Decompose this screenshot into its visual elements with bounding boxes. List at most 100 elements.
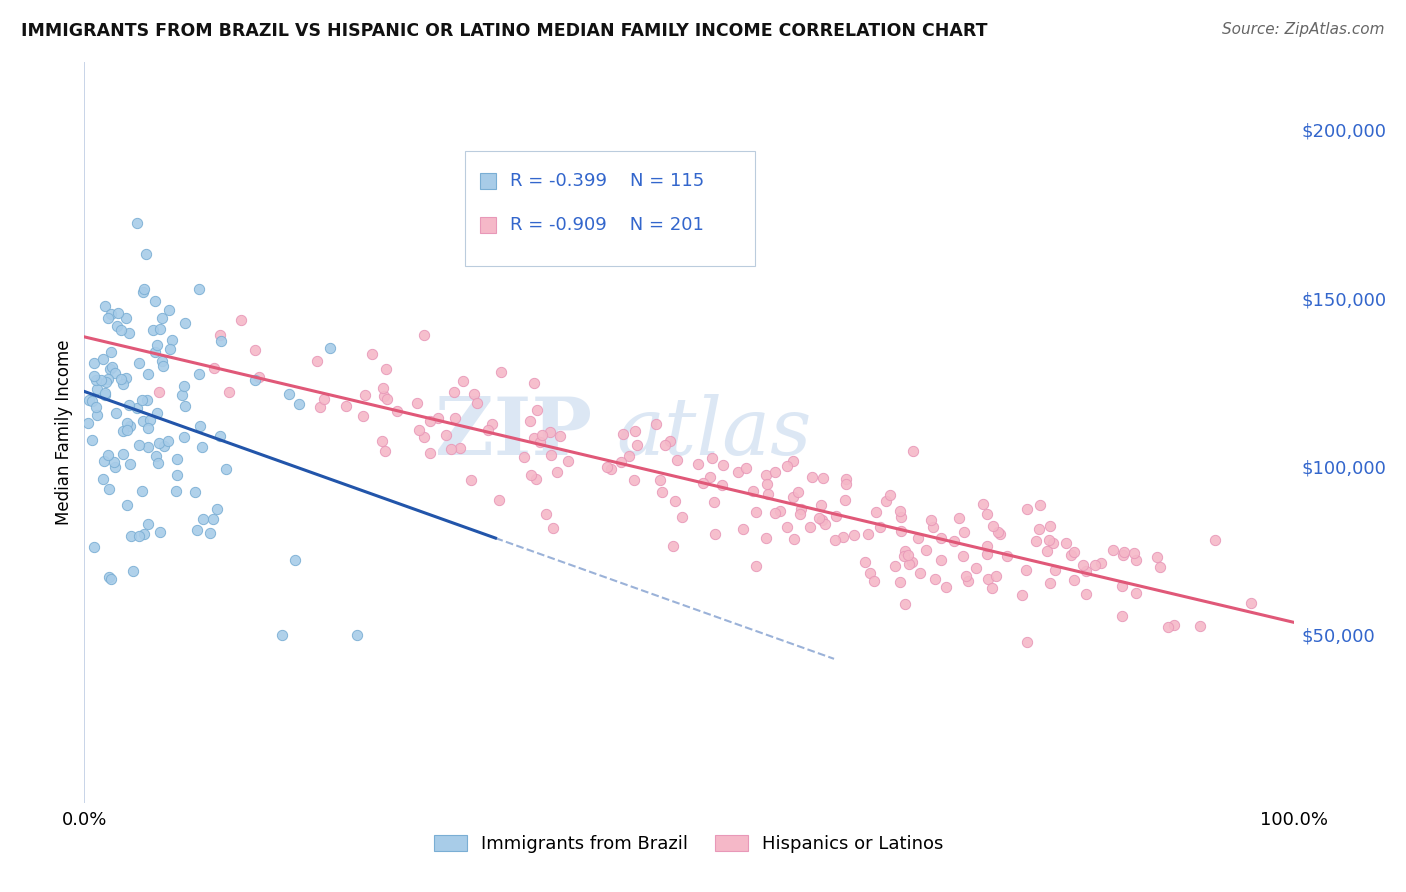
- Point: [540, 448, 562, 462]
- Point: [1125, 586, 1147, 600]
- Point: [77, 416, 100, 430]
- Point: [127, 216, 149, 230]
- Point: [132, 414, 155, 428]
- Point: [538, 425, 561, 440]
- Point: [100, 572, 122, 586]
- FancyBboxPatch shape: [479, 173, 496, 189]
- Point: [745, 505, 768, 519]
- Point: [658, 434, 681, 449]
- Point: [150, 311, 173, 326]
- Point: [1188, 619, 1211, 633]
- Point: [288, 397, 311, 411]
- Point: [136, 440, 159, 454]
- Point: [735, 461, 758, 475]
- Point: [354, 388, 377, 402]
- Point: [118, 457, 141, 471]
- Point: [894, 544, 917, 558]
- Point: [413, 327, 436, 342]
- Point: [83, 369, 105, 384]
- Point: [191, 440, 214, 454]
- Point: [271, 627, 294, 641]
- Point: [488, 492, 510, 507]
- Point: [529, 435, 551, 450]
- Point: [110, 323, 132, 337]
- Point: [91, 351, 114, 366]
- Point: [93, 454, 115, 468]
- Point: [1028, 522, 1050, 536]
- Point: [243, 343, 266, 357]
- Point: [419, 414, 441, 428]
- Point: [1036, 544, 1059, 558]
- Point: [1063, 573, 1085, 587]
- Point: [782, 491, 804, 505]
- Point: [86, 382, 108, 396]
- Point: [373, 389, 395, 403]
- Point: [215, 461, 238, 475]
- Point: [202, 361, 225, 376]
- Point: [120, 529, 142, 543]
- Point: [77, 392, 100, 407]
- Point: [651, 485, 673, 500]
- Point: [534, 508, 557, 522]
- Point: [157, 302, 180, 317]
- Point: [136, 393, 159, 408]
- Point: [769, 503, 792, 517]
- Point: [727, 465, 749, 479]
- Point: [922, 520, 945, 534]
- Point: [942, 533, 965, 548]
- Point: [901, 555, 924, 569]
- Point: [1111, 578, 1133, 592]
- Point: [97, 482, 120, 496]
- Point: [150, 354, 173, 368]
- Point: [1038, 519, 1060, 533]
- Point: [1042, 536, 1064, 550]
- Point: [83, 541, 105, 555]
- Point: [835, 472, 858, 486]
- Point: [127, 401, 149, 415]
- Point: [208, 328, 231, 343]
- Point: [131, 484, 153, 499]
- Point: [741, 484, 763, 499]
- Point: [776, 519, 799, 533]
- Point: [1240, 596, 1263, 610]
- Point: [231, 313, 253, 327]
- Point: [924, 573, 946, 587]
- Point: [173, 316, 195, 330]
- Point: [188, 418, 211, 433]
- Point: [132, 282, 155, 296]
- Point: [373, 380, 395, 394]
- Point: [201, 512, 224, 526]
- Point: [449, 441, 471, 455]
- Point: [814, 517, 837, 532]
- Point: [1074, 587, 1097, 601]
- Point: [626, 438, 648, 452]
- Point: [115, 498, 138, 512]
- Point: [884, 558, 907, 573]
- Point: [524, 472, 547, 486]
- Point: [121, 564, 143, 578]
- Point: [801, 469, 824, 483]
- FancyBboxPatch shape: [465, 152, 755, 266]
- Point: [972, 497, 994, 511]
- Point: [835, 476, 858, 491]
- Point: [948, 510, 970, 524]
- Point: [920, 512, 942, 526]
- Point: [104, 367, 127, 381]
- Point: [976, 539, 998, 553]
- Point: [153, 439, 176, 453]
- Point: [704, 526, 727, 541]
- Point: [98, 362, 121, 376]
- Point: [977, 572, 1000, 586]
- Point: [1054, 536, 1077, 550]
- Point: [166, 468, 188, 483]
- Point: [1017, 501, 1039, 516]
- Point: [160, 333, 183, 347]
- Point: [165, 484, 187, 499]
- Point: [513, 450, 536, 464]
- Point: [159, 343, 181, 357]
- Point: [360, 347, 382, 361]
- Point: [984, 568, 1007, 582]
- Point: [790, 501, 813, 516]
- Point: [1122, 546, 1144, 560]
- Point: [148, 385, 170, 400]
